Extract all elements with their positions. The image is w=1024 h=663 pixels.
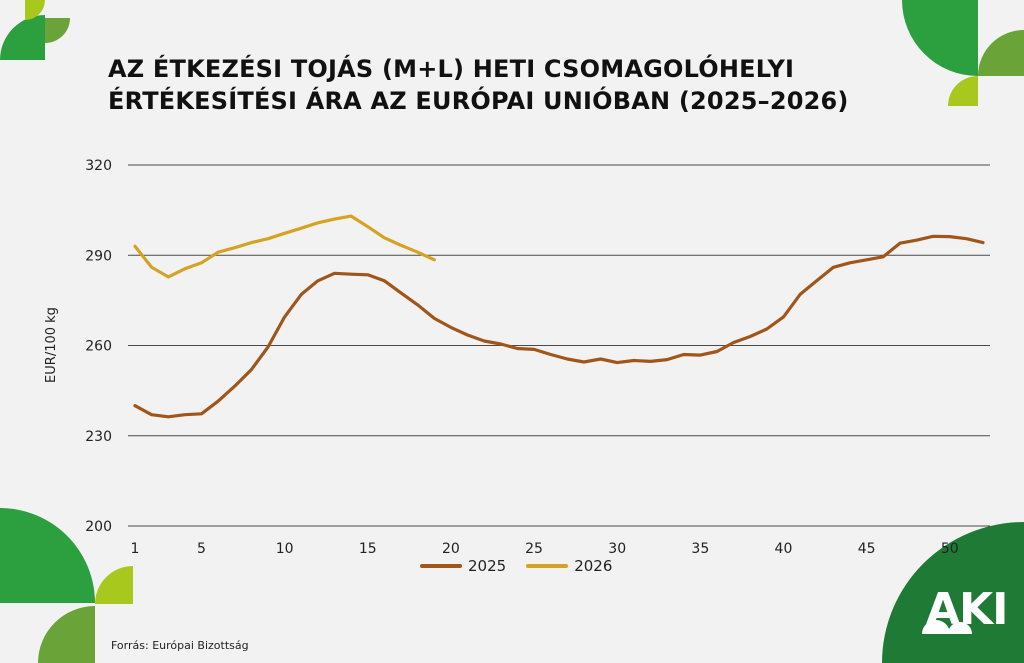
deco-shape-bottom-left-lime <box>95 566 133 604</box>
deco-shape-top-right-lime <box>948 76 978 106</box>
deco-shape-top-right-olive <box>978 30 1024 76</box>
series-line-2026 <box>133 214 436 279</box>
deco-shape-bottom-left-green <box>0 508 95 603</box>
series-lines <box>133 214 985 419</box>
x-axis-ticks: 1 5 10 15 20 25 30 35 40 45 50 <box>131 541 959 557</box>
x-tick-label: 20 <box>442 541 460 557</box>
chart-title-line-1: AZ ÉTKEZÉSI TOJÁS (M+L) HETI CSOMAGOLÓHE… <box>108 55 795 83</box>
x-tick-label: 40 <box>775 541 793 557</box>
chart-title: AZ ÉTKEZÉSI TOJÁS (M+L) HETI CSOMAGOLÓHE… <box>108 53 908 117</box>
source-note: Forrás: Európai Bizottság <box>111 639 249 652</box>
logo-background <box>882 522 1024 663</box>
legend-item-2025: 2025 <box>420 557 506 575</box>
y-axis-label: EUR/100 kg <box>44 307 59 383</box>
grid-lines <box>128 164 990 527</box>
y-tick-label: 230 <box>85 429 112 445</box>
legend-item-2026: 2026 <box>526 557 612 575</box>
x-tick-label: 45 <box>858 541 876 557</box>
legend: 2025 2026 <box>420 557 612 575</box>
deco-shape-top-left-green <box>0 15 45 60</box>
x-tick-label: 25 <box>525 541 543 557</box>
deco-shape-top-left-lime <box>25 0 45 20</box>
chart-title-line-2: ÉRTÉKESÍTÉSI ÁRA AZ EURÓPAI UNIÓBAN (202… <box>108 87 849 115</box>
logo-mark <box>922 620 972 634</box>
series-line-2025 <box>133 234 985 419</box>
legend-label-2025: 2025 <box>468 557 507 575</box>
deco-shape-bottom-left-olive <box>38 606 95 663</box>
y-tick-label: 260 <box>85 339 112 355</box>
x-tick-label: 35 <box>691 541 709 557</box>
y-tick-label: 200 <box>85 519 112 535</box>
x-tick-label: 50 <box>941 541 959 557</box>
legend-label-2026: 2026 <box>574 557 613 575</box>
x-tick-label: 10 <box>276 541 294 557</box>
x-tick-label: 15 <box>359 541 377 557</box>
x-tick-label: 1 <box>131 541 140 557</box>
legend-swatch-2026 <box>526 564 569 568</box>
y-tick-label: 290 <box>85 248 112 264</box>
y-axis-ticks: 200 230 260 290 320 <box>85 158 112 535</box>
aki-logo: AKI <box>926 584 1009 635</box>
deco-shape-top-right-green <box>902 0 978 76</box>
legend-swatch-2025 <box>420 564 462 568</box>
x-tick-label: 5 <box>197 541 206 557</box>
x-tick-label: 30 <box>608 541 626 557</box>
y-tick-label: 320 <box>85 158 112 174</box>
deco-shape-top-left-olive <box>45 18 70 43</box>
